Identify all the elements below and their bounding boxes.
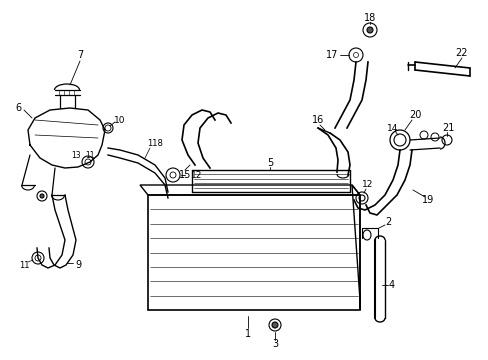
Text: 22: 22 — [455, 48, 468, 58]
Text: 12: 12 — [362, 180, 373, 189]
Circle shape — [271, 322, 278, 328]
Text: 14: 14 — [386, 123, 398, 132]
Text: 18: 18 — [363, 13, 375, 23]
Text: 2: 2 — [384, 217, 390, 227]
Text: 4: 4 — [388, 280, 394, 290]
Text: 13: 13 — [71, 150, 81, 159]
Text: 5: 5 — [266, 158, 273, 168]
Text: 12: 12 — [191, 171, 202, 180]
Text: 15: 15 — [179, 170, 191, 180]
Text: 11: 11 — [19, 261, 29, 270]
Text: 19: 19 — [421, 195, 433, 205]
Text: 9: 9 — [75, 260, 81, 270]
Text: 118: 118 — [147, 139, 163, 148]
Text: 16: 16 — [311, 115, 324, 125]
Text: 7: 7 — [77, 50, 83, 60]
Circle shape — [366, 27, 372, 33]
Text: 17: 17 — [325, 50, 338, 60]
Text: 3: 3 — [271, 339, 278, 349]
Text: 11: 11 — [85, 150, 95, 159]
Text: 21: 21 — [441, 123, 453, 133]
Text: 20: 20 — [408, 110, 420, 120]
Text: 1: 1 — [244, 329, 250, 339]
Circle shape — [40, 194, 44, 198]
Text: 6: 6 — [15, 103, 21, 113]
Text: 10: 10 — [114, 116, 125, 125]
